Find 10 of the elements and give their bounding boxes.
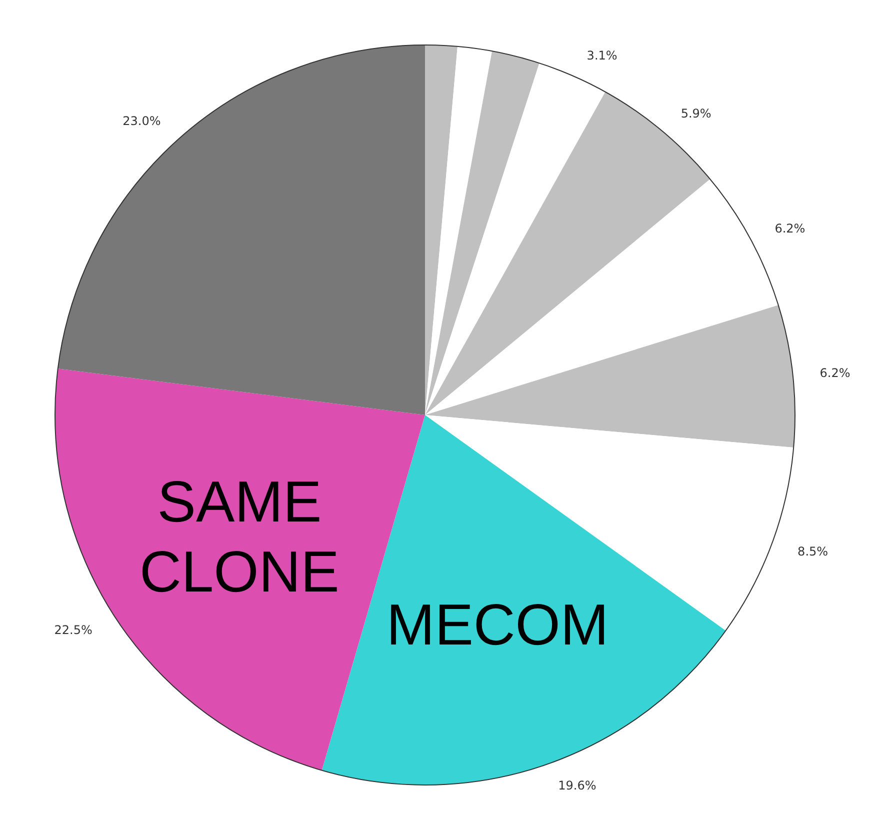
data-label: 19.6%: [558, 778, 596, 792]
slice-label: SAME CLONE: [140, 469, 340, 604]
data-label: 23.0%: [122, 114, 161, 128]
data-label: 22.5%: [54, 623, 92, 638]
data-label: 8.5%: [798, 544, 828, 558]
data-label: 6.2%: [820, 366, 850, 380]
data-label: 5.9%: [680, 106, 712, 121]
slice-label: MECOM: [386, 592, 609, 658]
data-label: 6.2%: [774, 221, 806, 236]
data-label: 3.1%: [586, 48, 618, 63]
